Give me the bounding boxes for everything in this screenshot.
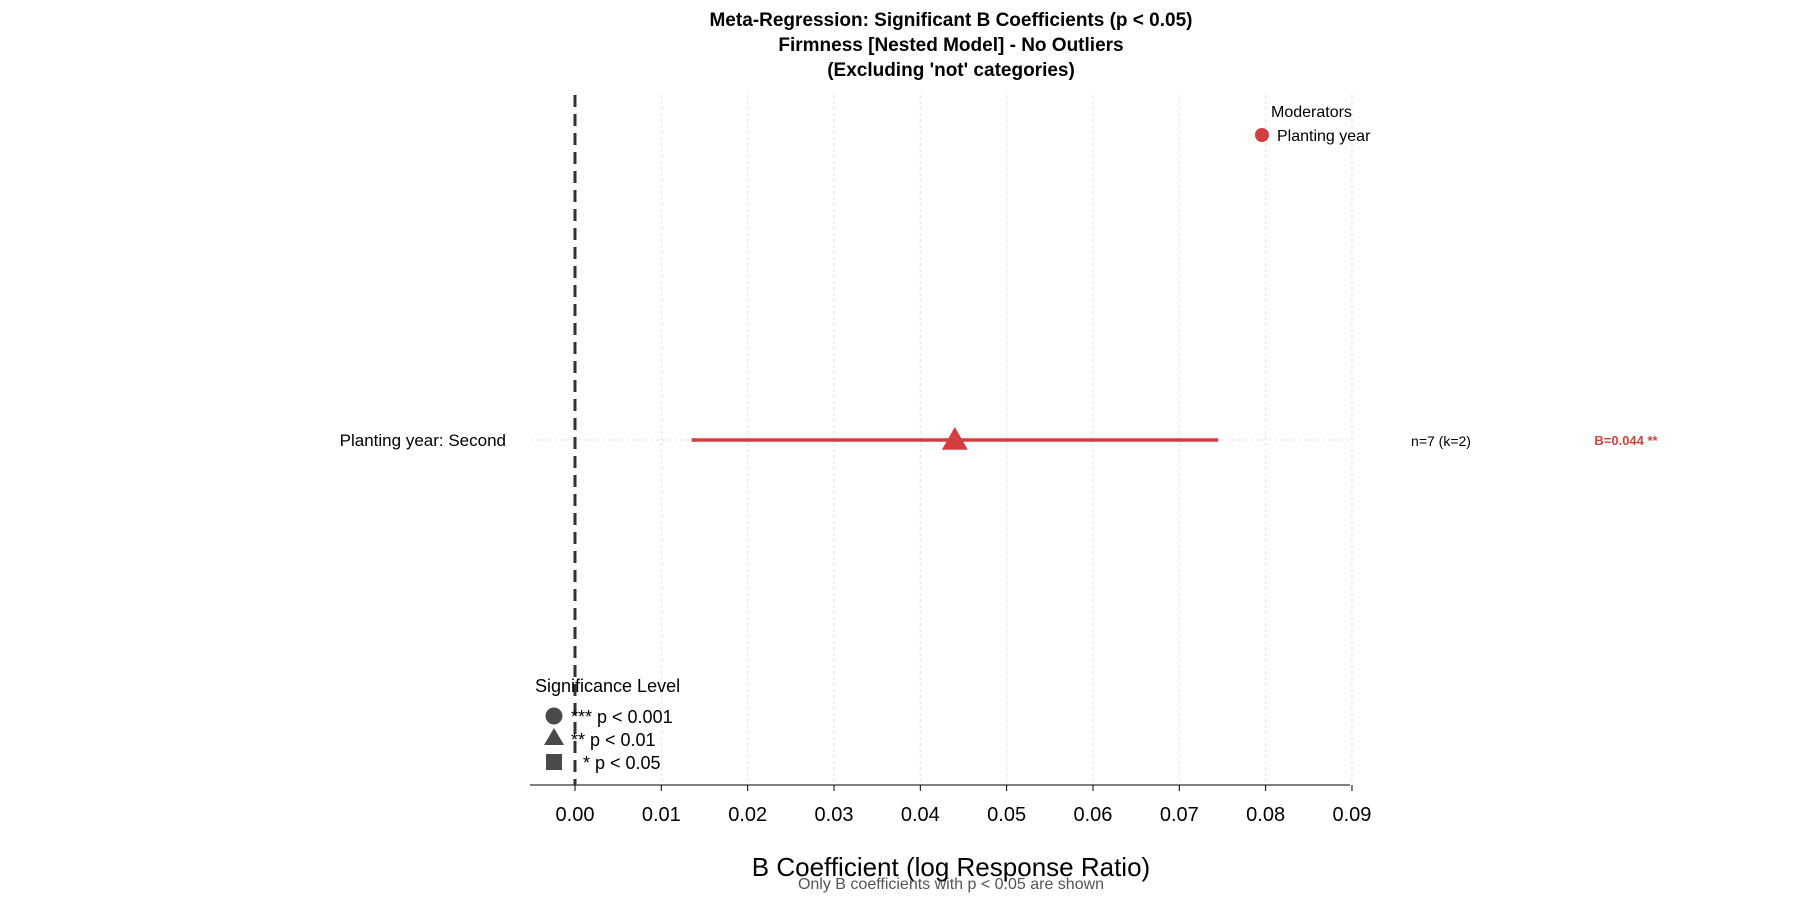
row-label: Planting year: Second (340, 431, 506, 450)
significance-legend-item: * p < 0.05 (583, 753, 661, 773)
x-tick-label: 0.08 (1246, 804, 1285, 826)
b-coefficient-label: B=0.044 ** (1594, 433, 1658, 448)
chart-title-line: Meta-Regression: Significant B Coefficie… (709, 10, 1192, 31)
legend-marker-circle (1255, 128, 1269, 142)
n-label: n=7 (k=2) (1411, 433, 1471, 449)
chart-caption: Only B coefficients with p < 0.05 are sh… (798, 876, 1104, 893)
x-tick-label: 0.09 (1333, 804, 1372, 826)
significance-circle-icon (545, 707, 563, 725)
x-axis-title: B Coefficient (log Response Ratio) (752, 852, 1150, 882)
x-tick-label: 0.01 (642, 804, 681, 826)
x-tick-label: 0.03 (815, 804, 854, 826)
significance-square-icon (546, 754, 562, 770)
significance-legend-item: *** p < 0.001 (571, 707, 673, 727)
legend-title: Moderators (1271, 104, 1352, 121)
x-tick-label: 0.05 (987, 804, 1026, 826)
chart-title-line: (Excluding 'not' categories) (827, 60, 1075, 81)
point-estimate-marker (941, 427, 968, 450)
x-tick-label: 0.06 (1074, 804, 1113, 826)
x-tick-label: 0.07 (1160, 804, 1199, 826)
x-tick-label: 0.04 (901, 804, 940, 826)
x-tick-label: 0.00 (556, 804, 595, 826)
significance-legend-item: ** p < 0.01 (571, 730, 656, 750)
significance-legend-title: Significance Level (535, 676, 680, 696)
chart-title-line: Firmness [Nested Model] - No Outliers (778, 35, 1123, 56)
x-tick-label: 0.02 (728, 804, 767, 826)
legend-item-label: Planting year (1277, 128, 1371, 145)
significance-triangle-icon (544, 728, 564, 745)
